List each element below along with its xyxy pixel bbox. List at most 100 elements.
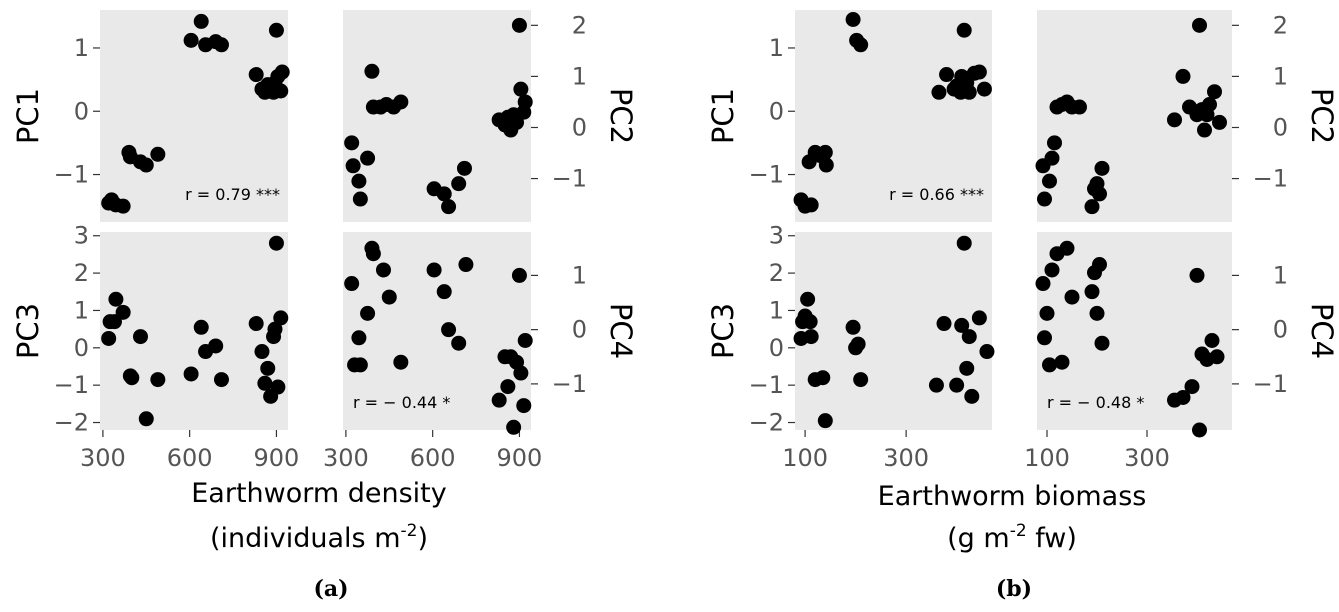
data-point xyxy=(517,94,533,110)
plot-area xyxy=(795,10,992,222)
data-point xyxy=(451,176,467,192)
data-point xyxy=(360,305,376,321)
x-tick-label: 100 xyxy=(1024,444,1070,472)
data-point xyxy=(803,329,819,345)
data-point xyxy=(1035,276,1051,292)
y-tick-label: −2 xyxy=(749,409,784,437)
x-axis-label: Earthworm density xyxy=(191,478,447,509)
panel-caption: (b) xyxy=(996,576,1032,602)
data-point xyxy=(213,37,229,53)
x-tick-label: 600 xyxy=(167,444,213,472)
data-point xyxy=(964,388,980,404)
data-point xyxy=(817,413,833,429)
subplot-pc4: −1 0 1 PC4 300 600 900 r = − 0.44 * xyxy=(323,232,638,472)
y-axis-label: PC3 xyxy=(11,303,45,359)
y-tick-label: −1 xyxy=(749,161,784,189)
data-point xyxy=(513,81,529,97)
data-point xyxy=(1037,191,1052,207)
data-point xyxy=(365,246,381,262)
y-tick-label: 3 xyxy=(74,222,89,250)
data-point xyxy=(928,377,944,393)
y-tick-label: −1 xyxy=(552,370,587,398)
x-tick-label: 600 xyxy=(410,444,456,472)
data-point xyxy=(381,289,397,305)
data-point xyxy=(1084,284,1100,300)
y-axis-label: PC4 xyxy=(1305,303,1339,359)
data-point xyxy=(1047,135,1062,151)
data-point xyxy=(115,304,131,320)
data-point xyxy=(511,267,527,283)
data-point xyxy=(183,366,199,382)
y-tick-label: −1 xyxy=(1253,370,1288,398)
data-point xyxy=(1094,335,1110,351)
data-point xyxy=(803,197,819,213)
y-tick-label: −1 xyxy=(54,371,89,399)
data-point xyxy=(853,37,869,53)
data-point xyxy=(1092,257,1107,273)
data-point xyxy=(344,276,360,292)
y-tick-label: −1 xyxy=(54,161,89,189)
data-point xyxy=(1037,330,1052,346)
data-point xyxy=(1197,122,1212,138)
data-point xyxy=(344,135,360,151)
data-point xyxy=(441,322,457,338)
y-axis-label: PC2 xyxy=(1305,88,1339,144)
data-point xyxy=(1204,332,1220,348)
data-point xyxy=(268,235,284,251)
data-point xyxy=(939,67,955,83)
data-point xyxy=(1212,114,1227,130)
data-point xyxy=(364,63,380,79)
subplot-pc2: −1 0 1 2 PC2 xyxy=(343,10,638,222)
data-point xyxy=(257,375,273,391)
data-point xyxy=(961,84,977,100)
data-point xyxy=(853,372,869,388)
data-point xyxy=(845,319,861,335)
data-point xyxy=(954,317,970,333)
y-tick-label: 0 xyxy=(74,97,89,125)
data-point xyxy=(800,291,816,307)
x-tick-label: 900 xyxy=(254,444,300,472)
data-point xyxy=(426,262,442,278)
data-point xyxy=(949,377,965,393)
data-point xyxy=(956,22,972,38)
data-point xyxy=(270,379,286,395)
y-axis-label: PC1 xyxy=(706,88,740,144)
data-point xyxy=(1192,422,1207,438)
y-tick-label: 0 xyxy=(1273,113,1288,141)
data-point xyxy=(183,32,199,48)
data-point xyxy=(101,330,117,346)
data-point xyxy=(138,411,154,427)
data-point xyxy=(360,150,376,166)
data-point xyxy=(375,262,391,278)
data-point xyxy=(1094,160,1110,176)
y-tick-label: −2 xyxy=(54,409,89,437)
data-point xyxy=(1189,267,1205,283)
y-tick-label: 2 xyxy=(74,259,89,287)
data-point xyxy=(254,344,270,360)
y-axis-label: PC4 xyxy=(604,303,638,359)
data-point xyxy=(1042,357,1057,373)
data-point xyxy=(815,370,831,386)
y-axis-label: PC1 xyxy=(11,88,45,144)
y-tick-label: 0 xyxy=(74,334,89,362)
y-tick-label: 1 xyxy=(74,34,89,62)
x-axis-unit: (individuals m-2) xyxy=(210,521,428,554)
data-point xyxy=(979,344,995,360)
data-point xyxy=(456,160,472,176)
data-point xyxy=(976,81,992,97)
data-point xyxy=(351,330,367,346)
subplot-pc3: −2 −1 0 1 2 3 PC3 100 300 xyxy=(706,222,995,472)
data-point xyxy=(817,144,833,160)
y-tick-label: 3 xyxy=(769,222,784,250)
subplot-pc2: −1 0 1 2 PC2 xyxy=(1035,10,1339,222)
y-tick-label: 1 xyxy=(1273,62,1288,90)
data-point xyxy=(1044,262,1060,278)
data-point xyxy=(961,329,977,345)
data-point xyxy=(248,316,264,332)
data-point xyxy=(1044,150,1060,166)
x-axis-unit: (g m-2 fw) xyxy=(947,521,1077,554)
x-axis-label: Earthworm biomass xyxy=(878,481,1147,512)
y-tick-label: 1 xyxy=(572,261,587,289)
data-point xyxy=(458,257,474,273)
data-point xyxy=(511,17,527,33)
